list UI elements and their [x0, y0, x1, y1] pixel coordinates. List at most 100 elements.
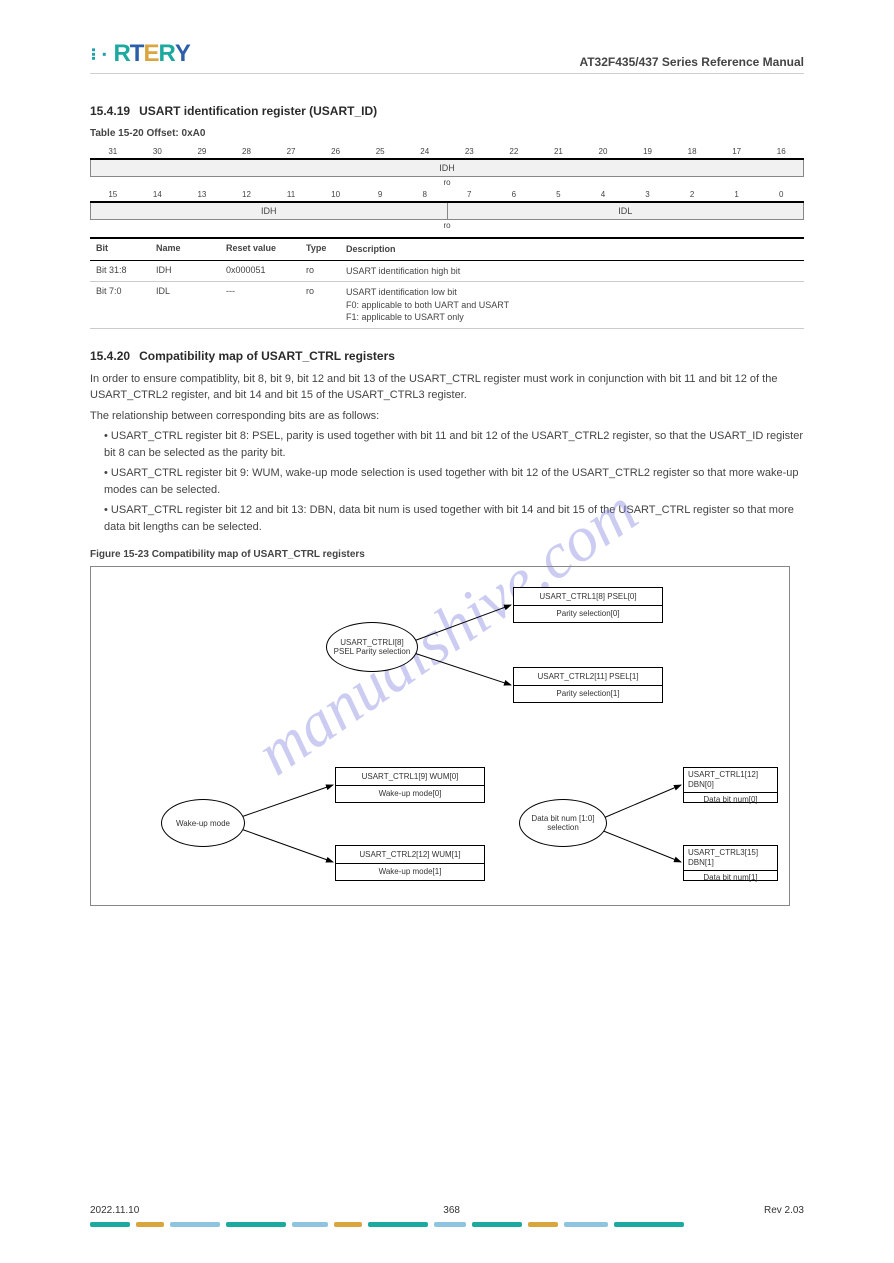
- bitnum-cell: 14: [135, 188, 180, 202]
- rect-label: USART_CTRL3[15] DBN[1]: [684, 846, 777, 870]
- bitnum-cell: 6: [492, 188, 537, 202]
- rect-label: Data bit num[0]: [684, 793, 777, 807]
- desc-line: F0: applicable to both UART and USART: [346, 299, 798, 312]
- rect-label: USART_CTRL2[11] PSEL[1]: [514, 668, 662, 686]
- rect-label: Data bit num[1]: [684, 871, 777, 885]
- bitnum-cell: 2: [670, 188, 715, 202]
- footer-color-bar: [90, 1222, 804, 1227]
- page-footer: 2022.11.10 368 Rev 2.03: [0, 1205, 894, 1227]
- artery-logo: ⠇⠂ R T E R Y: [90, 40, 190, 69]
- bitnum-cell: 21: [536, 145, 581, 159]
- bitnum-cell: 25: [358, 145, 403, 159]
- body-bullet: • USART_CTRL register bit 12 and bit 13:…: [104, 502, 804, 535]
- compat-map-figure: USART_CTRLI[8] PSEL Parity selection USA…: [90, 566, 790, 906]
- rect-label: Wake-up mode[1]: [336, 864, 484, 881]
- bitnum-cell: 18: [670, 145, 715, 159]
- rect-wum0: USART_CTRL1[9] WUM[0] Wake-up mode[0]: [335, 767, 485, 803]
- bitnum-cell: 5: [536, 188, 581, 202]
- body-bullet: • USART_CTRL register bit 9: WUM, wake-u…: [104, 465, 804, 498]
- bitnum-cell: 15: [91, 188, 136, 202]
- section-15-4-20: 15.4.20 Compatibility map of USART_CTRL …: [90, 349, 804, 363]
- footer-page: 368: [443, 1205, 460, 1216]
- rect-psel0: USART_CTRL1[8] PSEL[0] Parity selection[…: [513, 587, 663, 623]
- bitnum-cell: 11: [269, 188, 314, 202]
- body-paragraph: The relationship between corresponding b…: [90, 408, 804, 425]
- bitnum-cell: 16: [759, 145, 804, 159]
- table-row: Bit 31:8 IDH 0x000051 ro USART identific…: [90, 260, 804, 282]
- rect-dbn1: USART_CTRL3[15] DBN[1] Data bit num[1]: [683, 845, 778, 881]
- table-caption: Table 15-20 Offset: 0xA0: [90, 128, 804, 139]
- footline-seg: [136, 1222, 164, 1227]
- bitnum-row-high: 31302928272625242322212019181716: [91, 145, 804, 159]
- section-number: 15.4.19: [90, 104, 130, 118]
- bitnum-cell: 23: [447, 145, 492, 159]
- footline-seg: [528, 1222, 558, 1227]
- rect-label: Wake-up mode[0]: [336, 786, 484, 803]
- page-content: ⠇⠂ R T E R Y AT32F435/437 Series Referen…: [0, 0, 894, 946]
- col-header-type: Type: [300, 238, 340, 260]
- bitnum-cell: 10: [313, 188, 358, 202]
- rect-label: USART_CTRL1[9] WUM[0]: [336, 768, 484, 786]
- col-header-name: Name: [150, 238, 220, 260]
- footline-seg: [368, 1222, 428, 1227]
- section-title: Compatibility map of USART_CTRL register…: [139, 349, 395, 363]
- bitnum-cell: 0: [759, 188, 804, 202]
- figure-caption: Figure 15-23 Compatibility map of USART_…: [90, 549, 804, 560]
- bitnum-cell: 8: [402, 188, 447, 202]
- bitnum-cell: 27: [269, 145, 314, 159]
- bitnum-cell: 4: [581, 188, 626, 202]
- table-row: Bit Name Reset value Type Description: [90, 238, 804, 260]
- bitnum-cell: 3: [625, 188, 670, 202]
- footline-seg: [292, 1222, 328, 1227]
- footline-seg: [170, 1222, 220, 1227]
- logo-letter: Y: [175, 40, 190, 68]
- footline-seg: [434, 1222, 466, 1227]
- footer-date: 2022.11.10: [90, 1205, 139, 1216]
- section-15-4-19: 15.4.19 USART identification register (U…: [90, 104, 804, 118]
- bitnum-cell: 9: [358, 188, 403, 202]
- bitnum-cell: 13: [180, 188, 225, 202]
- bitnum-cell: 29: [180, 145, 225, 159]
- footline-seg: [614, 1222, 684, 1227]
- bitnum-cell: 22: [492, 145, 537, 159]
- logo-letter: E: [143, 40, 158, 68]
- rect-label: USART_CTRL1[8] PSEL[0]: [514, 588, 662, 606]
- table-row: Bit 7:0 IDL --- ro USART identification …: [90, 282, 804, 329]
- logo-letter: T: [130, 40, 144, 68]
- field-row-low: IDH IDL: [91, 202, 804, 220]
- bitnum-row-low: 1514131211109876543210: [91, 188, 804, 202]
- rect-label: USART_CTRL1[12] DBN[0]: [684, 768, 777, 792]
- oval-psel: USART_CTRLI[8] PSEL Parity selection: [326, 622, 418, 672]
- bit-description-table: Bit Name Reset value Type Description Bi…: [90, 237, 804, 329]
- register-bit-table: 31302928272625242322212019181716 IDH ro …: [90, 145, 804, 231]
- bitnum-cell: 12: [224, 188, 269, 202]
- footline-seg: [564, 1222, 608, 1227]
- rect-psel1: USART_CTRL2[11] PSEL[1] Parity selection…: [513, 667, 663, 703]
- rect-wum1: USART_CTRL2[12] WUM[1] Wake-up mode[1]: [335, 845, 485, 881]
- section-number: 15.4.20: [90, 349, 130, 363]
- bitnum-cell: 30: [135, 145, 180, 159]
- rect-label: Parity selection[0]: [514, 606, 662, 623]
- section-title: USART identification register (USART_ID): [139, 104, 377, 118]
- bitnum-cell: 17: [714, 145, 759, 159]
- rect-label: USART_CTRL2[12] WUM[1]: [336, 846, 484, 864]
- desc-line: USART identification low bit: [346, 286, 798, 299]
- col-header-reset: Reset value: [220, 238, 300, 260]
- rw-row-high: ro: [91, 177, 804, 189]
- logo-dots-icon: ⠇⠂: [90, 45, 111, 69]
- body-paragraph: In order to ensure compatiblity, bit 8, …: [90, 371, 804, 404]
- oval-dbn: Data bit num [1:0] selection: [519, 799, 607, 847]
- bitnum-cell: 26: [313, 145, 358, 159]
- bitnum-cell: 1: [714, 188, 759, 202]
- field-idh-low: IDH: [91, 202, 448, 220]
- bitnum-cell: 19: [625, 145, 670, 159]
- footer-rev: Rev 2.03: [764, 1205, 804, 1216]
- col-header-bit: Bit: [90, 238, 150, 260]
- doc-title: AT32F435/437 Series Reference Manual: [579, 55, 804, 69]
- logo-letter: R: [113, 40, 129, 68]
- footline-seg: [90, 1222, 130, 1227]
- bitnum-cell: 7: [447, 188, 492, 202]
- footline-seg: [226, 1222, 286, 1227]
- bitnum-cell: 24: [402, 145, 447, 159]
- body-bullet: • USART_CTRL register bit 8: PSEL, parit…: [104, 428, 804, 461]
